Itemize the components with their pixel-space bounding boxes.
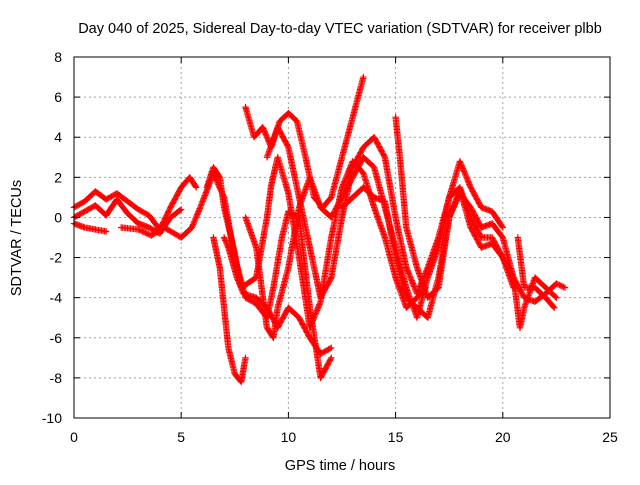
series-track-h [242, 154, 506, 341]
series-track-g [220, 234, 335, 357]
series-track-f [210, 234, 249, 386]
data-point-markers [392, 114, 560, 331]
series-track-c [70, 220, 110, 235]
data-point-markers [263, 124, 517, 301]
grid [74, 57, 610, 418]
series-track-l [392, 114, 560, 331]
y-tick-label: -10 [42, 410, 62, 426]
y-tick-label: 6 [54, 89, 62, 105]
y-tick-label: -4 [50, 290, 63, 306]
y-tick-label: -6 [50, 330, 63, 346]
data-point-markers [210, 234, 249, 386]
x-tick-label: 25 [602, 429, 618, 445]
data-point-markers [242, 154, 506, 341]
x-tick-label: 0 [70, 429, 78, 445]
data-point-markers [70, 220, 110, 235]
chart-title: Day 040 of 2025, Sidereal Day-to-day VTE… [78, 21, 602, 37]
y-tick-label: -2 [50, 250, 63, 266]
axis-ticks: 0 5 10 15 20 25 -10 -8 -6 -4 -2 0 2 4 6 8 [42, 49, 618, 445]
y-tick-label: 2 [54, 169, 62, 185]
y-tick-label: 4 [54, 129, 62, 145]
x-tick-label: 10 [281, 429, 297, 445]
x-axis-label: GPS time / hours [285, 458, 395, 474]
y-tick-label: -8 [50, 370, 63, 386]
data-point-markers [220, 234, 335, 357]
plot-area [70, 73, 569, 386]
x-tick-label: 20 [495, 429, 511, 445]
series-track-j [263, 124, 517, 301]
y-axis-label: SDTVAR / TECUs [9, 180, 25, 296]
x-tick-label: 5 [177, 429, 185, 445]
plot-frame [73, 56, 611, 419]
data-point-markers [514, 234, 558, 311]
series-track-m [514, 234, 558, 311]
y-tick-label: 0 [54, 209, 62, 225]
x-tick-label: 15 [388, 429, 404, 445]
y-tick-label: 8 [54, 49, 62, 65]
